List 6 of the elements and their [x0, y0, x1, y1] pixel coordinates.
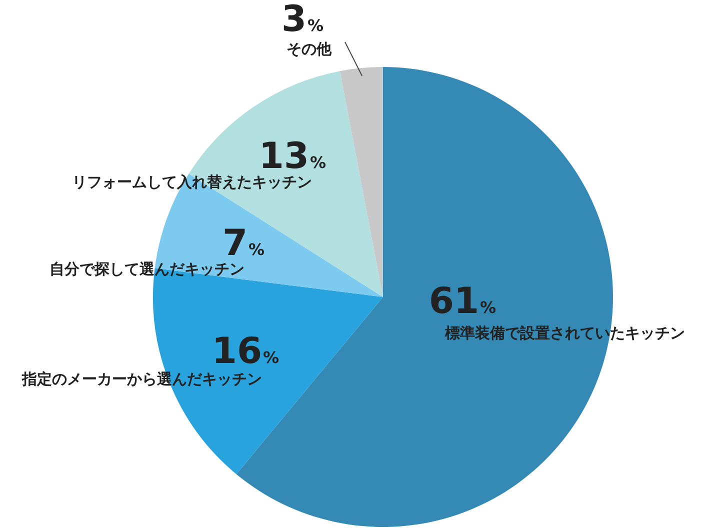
slice-label: その他	[286, 40, 332, 58]
data-label: 3%	[281, 0, 324, 40]
data-label: 16%	[212, 331, 280, 372]
data-label: 13%	[258, 136, 326, 177]
data-label: 61%	[428, 281, 496, 322]
slice-label: 標準装備で設置されていたキッチン	[444, 324, 685, 342]
